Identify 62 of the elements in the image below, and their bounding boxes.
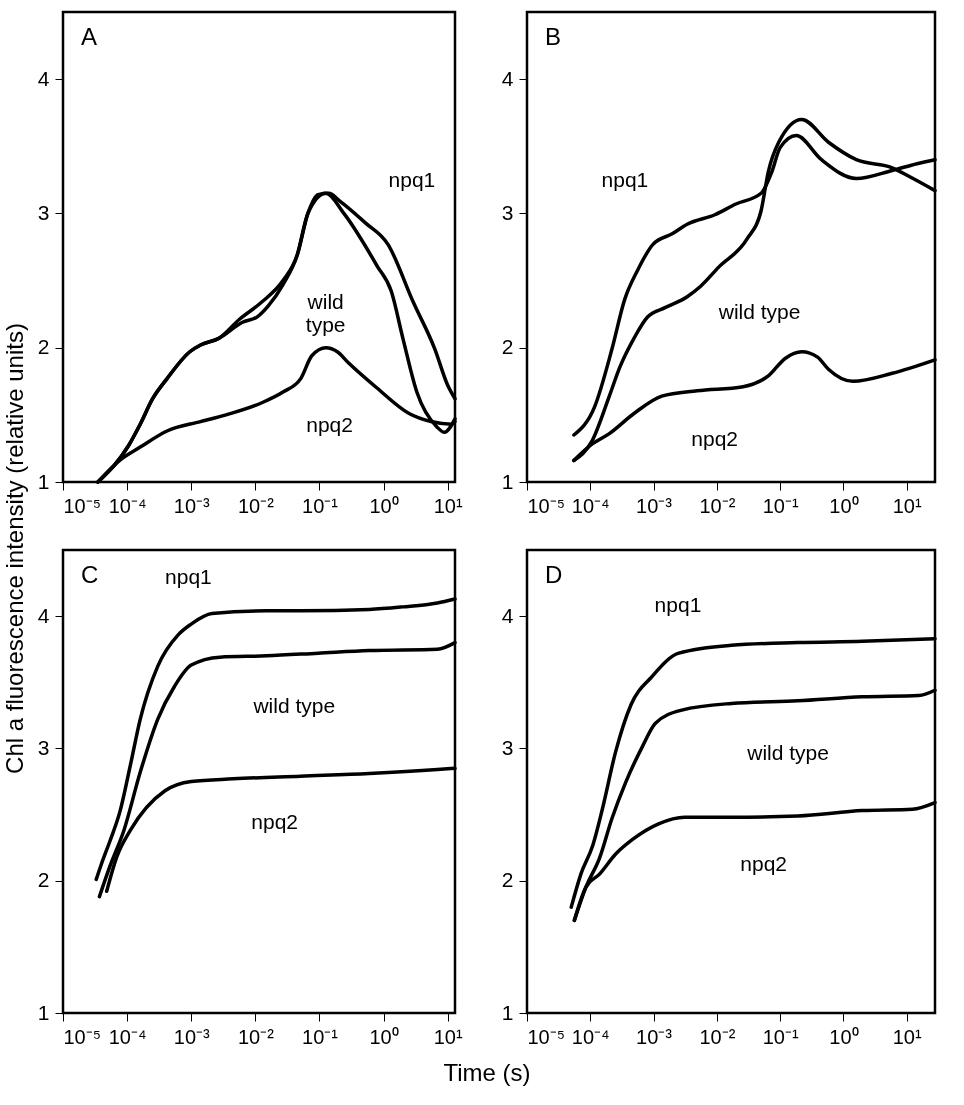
y-tick-label: 1 [37,1000,50,1024]
y-tick-label: 2 [501,335,514,359]
annotation: npq1 [654,592,702,616]
x-tick-label: 10¹ [892,1025,922,1048]
x-tick-label: 10⁻¹ [302,494,339,517]
y-tick-label: 3 [501,200,514,224]
x-tick-label: 10⁻⁵ [63,494,102,517]
y-tick-label: 2 [37,335,50,359]
x-tick-label: 10⁰ [369,1025,399,1048]
x-tick-label: 10⁻¹ [762,494,799,517]
y-axis-title: Chl a fluorescence intensity (relative units) [1,323,29,774]
y-tick-label: 2 [501,868,514,892]
y-tick-label: 2 [37,868,50,892]
x-tick-label: 10⁻⁴ [108,494,147,517]
x-tick-label: 10⁻² [699,494,736,517]
text: D [545,561,563,588]
text: C [81,561,99,588]
x-tick-label: 10⁻¹ [302,1025,339,1048]
annotation: npq2 [251,810,299,834]
x-tick-label: 10⁻⁵ [63,1025,102,1048]
y-tick-label: 1 [501,469,514,493]
annotation: wild type [717,299,801,323]
x-tick-label: 10⁻² [699,1025,736,1048]
annotation: npq1 [601,168,649,192]
x-tick-label: 10⁻² [237,494,275,517]
x-tick-label: 10⁻⁵ [527,1025,566,1048]
x-tick-label: 10⁻⁴ [571,1025,610,1048]
x-tick-label: 10¹ [433,1025,463,1048]
x-tick-label: 10⁻⁴ [108,1025,147,1048]
annotation: npq2 [740,851,787,875]
y-tick-label: 3 [37,735,50,759]
x-tick-label: 10⁰ [369,494,399,517]
x-tick-label: 10⁻⁵ [527,494,566,517]
annotation: npq1 [388,168,436,192]
y-tick-label: 4 [37,66,50,90]
x-tick-label: 10⁻³ [173,1025,211,1048]
y-tick-label: 4 [501,603,514,627]
annotation: npq2 [691,426,739,450]
x-tick-label: 10⁰ [829,1025,859,1048]
annotation: wild type [746,740,829,764]
text: A [81,23,98,50]
x-tick-label: 10⁻³ [636,494,673,517]
annotation: wild type [305,290,346,337]
x-tick-label: 10⁻³ [636,1025,673,1048]
x-tick-label: 10¹ [892,494,922,517]
x-axis-title: Time (s) [443,1059,531,1087]
y-tick-label: 1 [501,1000,514,1024]
x-tick-label: 10⁻¹ [762,1025,799,1048]
y-tick-label: 3 [37,200,50,224]
annotation: npq1 [165,564,212,588]
text: B [545,23,562,50]
y-tick-label: 3 [501,735,514,759]
y-tick-label: 4 [501,66,514,90]
x-tick-label: 10⁰ [829,494,859,517]
y-tick-label: 1 [37,469,50,493]
x-tick-label: 10⁻² [237,1025,275,1048]
y-tick-label: 4 [37,603,50,627]
annotation: npq2 [306,412,353,436]
x-tick-label: 10¹ [433,494,463,517]
x-tick-label: 10⁻⁴ [571,494,610,517]
x-tick-label: 10⁻³ [173,494,211,517]
annotation: wild type [252,694,336,718]
